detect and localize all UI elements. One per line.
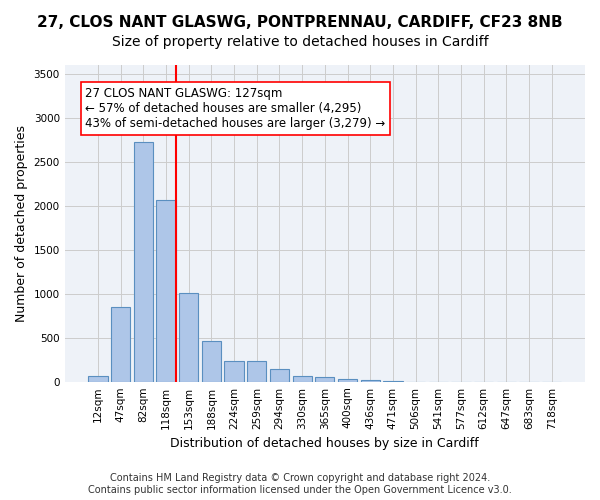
Bar [157,200,176,382]
Bar [247,362,266,382]
Bar [315,378,334,382]
Bar [293,376,312,382]
Bar [383,381,403,382]
Bar [361,380,380,382]
Bar [270,370,289,382]
X-axis label: Distribution of detached houses by size in Cardiff: Distribution of detached houses by size … [170,437,479,450]
Bar [202,341,221,382]
Bar [134,142,153,382]
Bar [88,376,107,382]
Bar [111,307,130,382]
Bar [179,293,199,382]
Text: Size of property relative to detached houses in Cardiff: Size of property relative to detached ho… [112,35,488,49]
Y-axis label: Number of detached properties: Number of detached properties [15,125,28,322]
Text: 27, CLOS NANT GLASWG, PONTPRENNAU, CARDIFF, CF23 8NB: 27, CLOS NANT GLASWG, PONTPRENNAU, CARDI… [37,15,563,30]
Text: Contains HM Land Registry data © Crown copyright and database right 2024.
Contai: Contains HM Land Registry data © Crown c… [88,474,512,495]
Bar [224,362,244,382]
Bar [338,378,357,382]
Text: 27 CLOS NANT GLASWG: 127sqm
← 57% of detached houses are smaller (4,295)
43% of : 27 CLOS NANT GLASWG: 127sqm ← 57% of det… [85,87,386,130]
